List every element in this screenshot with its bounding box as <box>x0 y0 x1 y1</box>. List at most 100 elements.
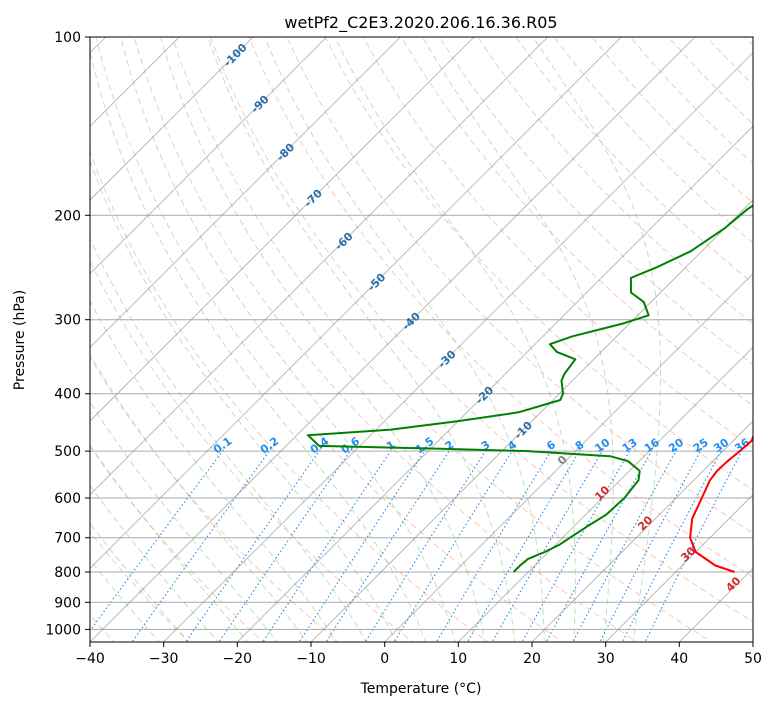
mixing-ratio-line <box>364 448 488 642</box>
mixing-ratio-label: 16 <box>642 436 662 456</box>
mixing-ratio-line <box>572 448 678 642</box>
mixing-ratio-label: 13 <box>620 436 640 455</box>
x-tick-label: −20 <box>223 651 253 667</box>
isotherm-label: -100 <box>221 41 250 70</box>
mixing-ratio-label: 10 <box>592 436 612 456</box>
moist-adiabat-line <box>90 444 249 642</box>
mixing-ratio-label: 0.1 <box>211 435 234 457</box>
dry-adiabat-line <box>477 37 753 325</box>
mixing-ratio-label: 0.6 <box>339 434 363 456</box>
moist-adiabat-line <box>90 49 427 642</box>
dry-adiabat-line <box>324 37 753 491</box>
mixing-ratio-line <box>325 448 452 642</box>
profile-series <box>306 204 753 573</box>
isotherm-line <box>90 37 696 642</box>
dry-adiabat-line <box>553 37 753 244</box>
isotherm-line <box>531 420 753 642</box>
dry-adiabat-line <box>90 150 489 642</box>
skewed-isotherms <box>90 37 753 642</box>
isotherm-line <box>90 37 401 348</box>
isotherm-label: -50 <box>365 270 388 293</box>
mixing-ratio-line <box>298 448 427 642</box>
isotherm-line <box>752 641 753 642</box>
dry-adiabat-line <box>90 531 190 642</box>
mixing-ratio-lines <box>90 448 744 642</box>
isotherm-label: -20 <box>473 383 496 406</box>
isotherm-line <box>236 125 753 642</box>
dry-adiabat-line <box>171 37 713 642</box>
isotherm-line <box>90 37 622 569</box>
isotherm-line <box>90 37 549 496</box>
isotherm-line <box>90 37 180 127</box>
x-tick-label: 30 <box>597 651 615 667</box>
moist-adiabat-line <box>422 37 614 642</box>
dry-adiabat-line <box>90 259 414 642</box>
dry-adiabat-label: 30 <box>678 544 698 564</box>
y-tick-label: 300 <box>54 313 81 329</box>
dry-adiabat-label: 10 <box>592 483 612 503</box>
dry-adiabat-label: 20 <box>635 513 655 533</box>
mixing-ratio-line <box>185 448 322 642</box>
x-tick-label: 0 <box>380 651 389 667</box>
moist-adiabat-line <box>90 299 338 642</box>
moist-adiabat-line <box>160 37 486 642</box>
dry-adiabat-line <box>438 37 753 366</box>
pressure-gridlines <box>90 37 753 630</box>
mixing-ratio-line <box>545 448 654 642</box>
isotherm-line <box>163 52 753 642</box>
y-tick-label: 700 <box>54 531 81 547</box>
y-tick-label: 500 <box>54 444 81 460</box>
x-tick-label: 10 <box>449 651 467 667</box>
moist-adiabat-line <box>90 158 397 642</box>
x-tick-label: 50 <box>744 651 762 667</box>
isotherm-label: -90 <box>248 92 271 115</box>
isotherm-label: -70 <box>302 186 325 209</box>
dry-adiabat-line <box>286 37 753 534</box>
dry-adiabat-line <box>248 37 753 578</box>
x-tick-label: −40 <box>75 651 105 667</box>
y-tick-label: 800 <box>54 565 81 581</box>
moist-adiabat-line <box>207 37 516 642</box>
chart-title: wetPf2_C2E3.2020.206.16.36.R05 <box>284 13 557 33</box>
y-tick-label: 100 <box>54 30 81 46</box>
dry-adiabat-line <box>400 37 753 407</box>
temperature-line <box>689 434 753 573</box>
dry-adiabat-line <box>362 37 753 449</box>
plot-area: 0.1 0.2 0.4 0.6 1 1.5 2 3 4 6 8 10 13 16 20 25 30 36-100-… <box>90 37 753 642</box>
mixing-ratio-line <box>435 448 553 642</box>
mixing-ratio-line <box>621 448 723 642</box>
mixing-ratio-label: 25 <box>691 436 711 455</box>
mixing-ratio-label: 0.2 <box>258 435 281 457</box>
x-tick-label: 20 <box>523 651 541 667</box>
y-tick-label: 400 <box>54 387 81 403</box>
moist-adiabat-line <box>264 37 545 642</box>
mixing-ratio-line <box>131 448 272 642</box>
dewpoint-line <box>306 204 753 573</box>
isotherm-line <box>384 273 753 642</box>
isotherm-line <box>90 37 254 201</box>
y-tick-label: 900 <box>54 595 81 611</box>
isotherm-line <box>457 346 753 642</box>
mixing-ratio-line <box>466 448 582 642</box>
moist-adiabat-line <box>90 353 308 642</box>
moist-adiabat-line <box>120 37 456 642</box>
y-axis: 100 200 300 400 500 600 700 800 900 1000 <box>45 30 90 638</box>
y-tick-label: 1000 <box>45 622 81 638</box>
mixing-ratio-line <box>262 448 393 642</box>
isotherm-line <box>90 37 475 422</box>
isotherm-line <box>90 37 328 275</box>
isotherm-line <box>605 494 753 642</box>
x-axis: −40 −30 −20 −10 0 10 20 30 40 50 <box>75 642 762 667</box>
isotherm-label: -60 <box>332 229 355 252</box>
mixing-ratio-line <box>218 448 353 642</box>
isotherm-label: -30 <box>435 347 458 370</box>
x-axis-label: Temperature (°C) <box>360 681 482 697</box>
mixing-ratio-label: 20 <box>666 436 686 456</box>
isotherm-label: -10 <box>512 418 535 441</box>
moist-adiabat-line <box>90 401 278 642</box>
dry-adiabat-line <box>90 445 265 642</box>
dry-adiabat-label: 0 <box>555 453 570 468</box>
dry-adiabats <box>90 37 753 642</box>
isotherm-label: -40 <box>400 309 423 332</box>
